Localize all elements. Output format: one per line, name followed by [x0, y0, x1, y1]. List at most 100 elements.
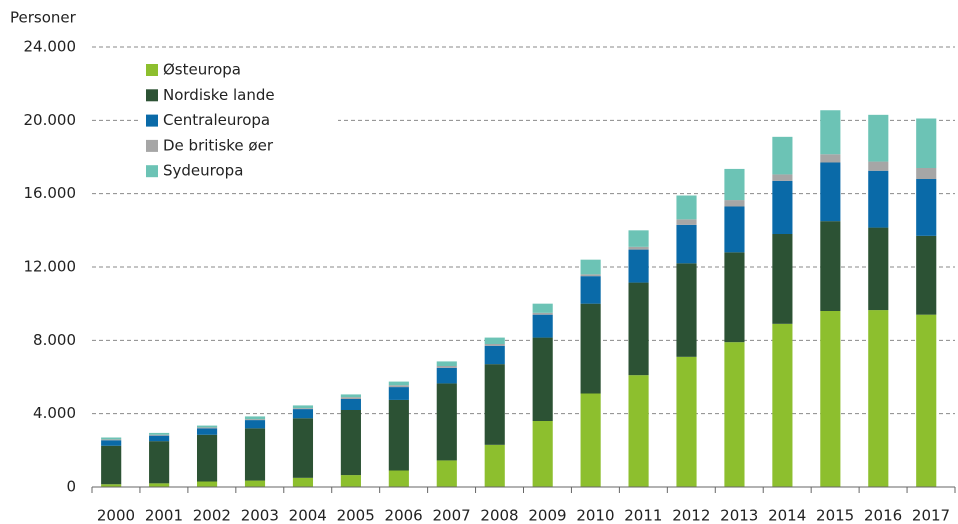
x-tick-label: 2001 [145, 507, 183, 524]
bar-segment [916, 235, 937, 315]
y-tick-label: 8.000 [33, 331, 76, 349]
bar-segment [532, 421, 553, 487]
x-tick-label: 2000 [97, 507, 135, 524]
x-tick-label: 2007 [432, 507, 470, 524]
bar-segment [149, 434, 170, 436]
bar-segment [724, 206, 745, 253]
x-tick-label: 2011 [624, 507, 662, 524]
bar-segment [580, 393, 601, 487]
axis: 0 4.000 8.000 12.000 16.000 20.000 24.000 2000 2… [24, 38, 956, 524]
bar-segment [532, 312, 553, 315]
legend-swatch [146, 114, 158, 127]
bar-segment [196, 481, 218, 487]
bar-segment [340, 397, 361, 399]
bar-segment [820, 154, 841, 163]
bar-segment [628, 230, 649, 247]
bar-segment [149, 432, 170, 435]
bar-segment [101, 437, 122, 440]
bar-segment [149, 441, 170, 484]
bar-segment [244, 416, 266, 420]
bar-segment [292, 408, 314, 410]
bar-segment [628, 249, 649, 283]
bar-segment [868, 114, 889, 162]
legend-label: Nordiske lande [163, 86, 275, 104]
bar-segment [340, 399, 361, 410]
bar-segment [532, 337, 553, 421]
bar-segment [388, 385, 409, 388]
bar-segment [196, 425, 218, 428]
bar-segment [868, 170, 889, 228]
bar-segment [388, 399, 409, 471]
bar-segment [580, 276, 601, 304]
bar-segment [292, 477, 314, 487]
legend-swatch [146, 89, 158, 102]
y-axis-label: Personer [10, 9, 77, 27]
bar-segment [820, 221, 841, 311]
bar-segment [340, 475, 361, 487]
bar-segment [244, 420, 266, 429]
legend-swatch [146, 64, 158, 76]
bar-segment [868, 161, 889, 171]
bar-segment [388, 381, 409, 386]
bar-segment [676, 356, 697, 487]
bar-segment [676, 195, 697, 220]
bar-segment [388, 470, 409, 487]
bar-segment [868, 310, 889, 487]
x-tick-label: 2012 [672, 507, 710, 524]
y-tick-label: 0 [66, 478, 76, 496]
bar-segment [101, 440, 122, 446]
legend-label: Centraleuropa [163, 111, 270, 129]
bar-segment [724, 168, 745, 201]
bar-segment [101, 445, 122, 485]
bar-segment [724, 200, 745, 207]
bar-segment [676, 219, 697, 225]
x-tick-label: 2002 [193, 507, 231, 524]
bar-segment [436, 367, 457, 384]
bar-segment [772, 234, 793, 324]
bar-segment [149, 435, 170, 442]
x-tick-label: 2005 [337, 507, 375, 524]
bar-segment [484, 337, 505, 344]
bars [101, 110, 937, 487]
legend: Østeuropa Nordiske lande Centraleuropa De b… [138, 55, 338, 185]
x-tick-label: 2009 [528, 507, 566, 524]
bar-segment [628, 375, 649, 487]
bar-segment [916, 118, 937, 168]
y-tick-label: 4.000 [33, 404, 76, 422]
bar-segment [676, 224, 697, 264]
x-tick-label: 2004 [289, 507, 327, 524]
bar-segment [340, 410, 361, 476]
x-tick-label: 2010 [576, 507, 614, 524]
y-tick-label: 24.000 [24, 38, 77, 56]
bar-segment [436, 383, 457, 461]
legend-label: Sydeuropa [163, 162, 243, 180]
x-tick-label: 2003 [241, 507, 279, 524]
bar-segment [292, 418, 314, 478]
bar-segment [580, 259, 601, 275]
bar-segment [580, 274, 601, 277]
bar-segment [484, 364, 505, 445]
x-tick-label: 2013 [720, 507, 758, 524]
bar-segment [916, 168, 937, 179]
bar-segment [820, 110, 841, 155]
bar-segment [868, 227, 889, 311]
x-tick-label: 2015 [816, 507, 854, 524]
bar-segment [244, 428, 266, 481]
bar-segment [196, 428, 218, 435]
bar-segment [340, 394, 361, 398]
bar-segment [484, 345, 505, 365]
bar-segment [436, 361, 457, 366]
bar-segment [388, 387, 409, 400]
legend-swatch [146, 165, 158, 178]
legend-background [138, 55, 338, 185]
bar-segment [580, 303, 601, 394]
bar-segment [724, 252, 745, 343]
legend-swatch [146, 139, 158, 152]
x-tick-label: 2014 [768, 507, 806, 524]
bar-segment [628, 246, 649, 250]
bar-segment [532, 314, 553, 338]
bar-segment [484, 444, 505, 487]
bar-segment [772, 174, 793, 181]
legend-label: De britiske øer [163, 136, 274, 154]
